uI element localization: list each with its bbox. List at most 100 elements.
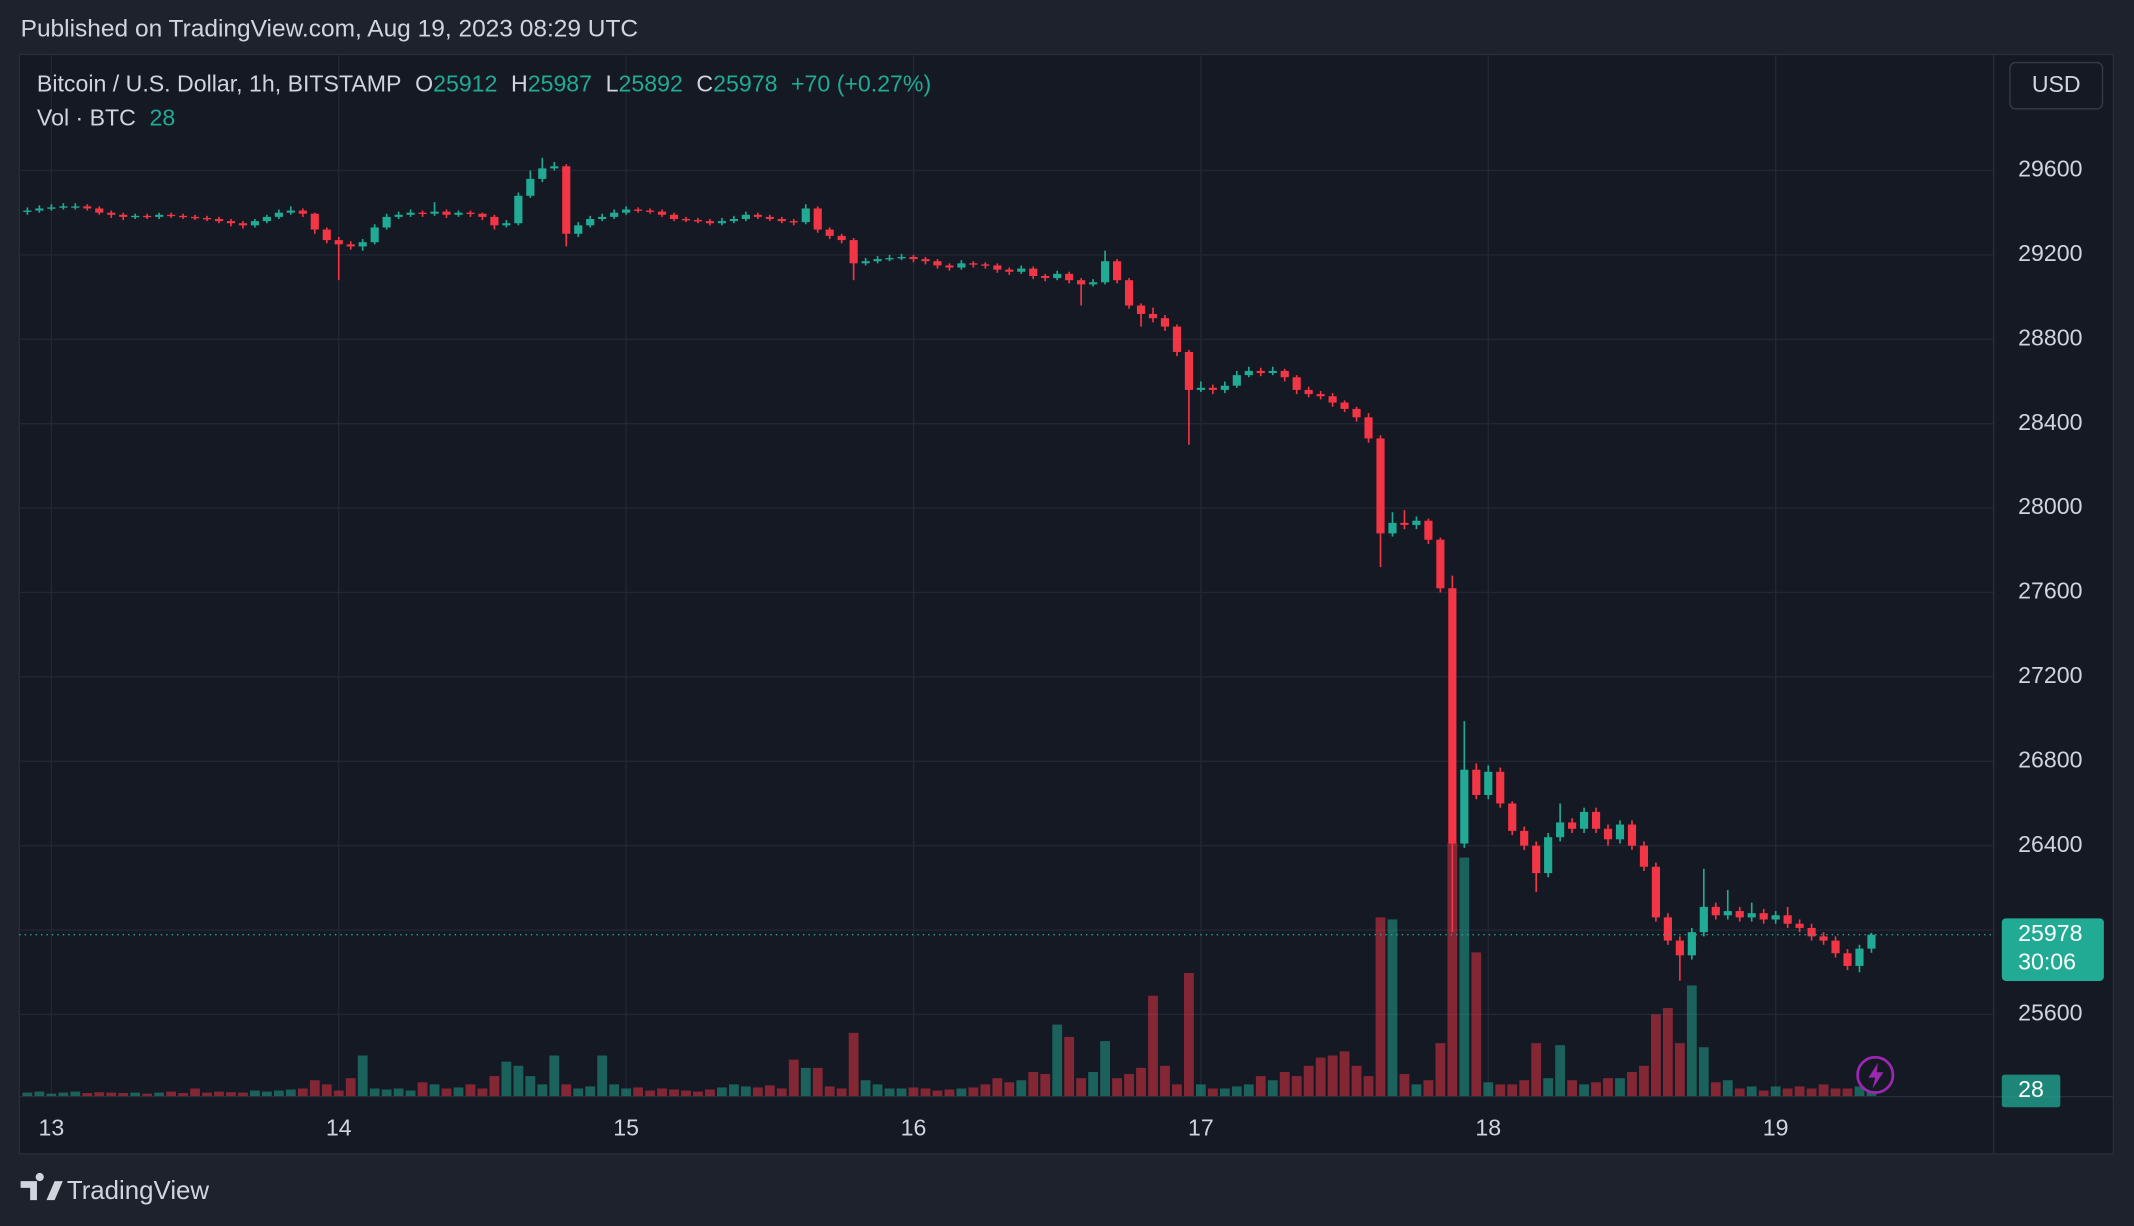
volume-bar: [848, 1032, 859, 1097]
candle-body: [981, 264, 990, 266]
currency-button[interactable]: [2009, 61, 2104, 110]
candle-body: [801, 208, 810, 223]
candle-body: [1029, 268, 1038, 276]
candle-body: [1723, 911, 1732, 916]
volume-bar: [621, 1088, 632, 1097]
volume-bar: [250, 1090, 260, 1097]
candle-body: [370, 227, 379, 243]
candle-body: [202, 217, 212, 220]
axes: 2560026000264002680027200276002800028400…: [38, 156, 2104, 1140]
volume-bar: [1639, 1065, 1649, 1097]
ohlc-label: H: [511, 71, 528, 97]
volume-bar: [1710, 1082, 1721, 1097]
volume-legend: Vol · BTC 28: [37, 105, 175, 131]
volume-bar: [345, 1078, 356, 1097]
candle-body: [1220, 385, 1229, 390]
volume-bar: [1483, 1082, 1494, 1097]
volume-bar: [1399, 1074, 1410, 1097]
volume-bar: [1459, 857, 1470, 1097]
y-tick-label: 29600: [2018, 156, 2082, 182]
volume-bar: [238, 1092, 248, 1097]
last-price-label: 25978: [2018, 920, 2082, 946]
candle-body: [1448, 588, 1457, 844]
candle-body: [1136, 305, 1146, 314]
candle-body: [298, 210, 307, 214]
volume-bar: [824, 1086, 835, 1097]
candle-body: [622, 209, 631, 213]
candle-body: [1783, 915, 1792, 924]
candle-body: [1687, 932, 1696, 956]
candle-body: [1867, 934, 1876, 949]
candle-body: [1532, 845, 1541, 874]
candle-body: [897, 256, 906, 259]
candle-body: [741, 214, 750, 220]
volume-bar: [1746, 1086, 1757, 1097]
legend-row: Bitcoin / U.S. Dollar, 1h, BITSTAMP O2591…: [37, 71, 931, 97]
candle-body: [1184, 351, 1194, 390]
volume-bar: [1866, 1090, 1877, 1097]
currency-label[interactable]: USD: [2032, 71, 2081, 97]
candle-body: [1819, 936, 1828, 941]
candle-body: [346, 244, 355, 247]
candle-body: [789, 221, 798, 223]
symbol-title: Bitcoin / U.S. Dollar, 1h, BITSTAMP: [37, 71, 402, 97]
volume-bar: [1387, 919, 1398, 1097]
candle-body: [825, 229, 834, 236]
volume-bar: [1674, 1043, 1685, 1097]
volume-bar: [992, 1078, 1003, 1097]
published-note: Published on TradingView.com, Aug 19, 20…: [21, 15, 639, 42]
volume-bar: [1758, 1090, 1769, 1097]
candle-body: [1508, 803, 1517, 831]
volume-bar: [525, 1076, 536, 1097]
volume-bar: [944, 1089, 955, 1097]
volume-bar: [106, 1092, 117, 1097]
volume-bar: [1842, 1088, 1853, 1097]
candle-body: [1376, 438, 1385, 534]
candle-body: [753, 214, 762, 217]
volume-bar: [513, 1065, 524, 1097]
volume-bar: [333, 1090, 344, 1097]
volume-bar: [1603, 1078, 1613, 1097]
candle-body: [1735, 911, 1744, 918]
candle-body: [1496, 771, 1505, 804]
x-tick-label: 15: [613, 1114, 639, 1140]
volume-bar: [82, 1093, 93, 1097]
candle-body: [861, 261, 870, 264]
volume-bar: [1447, 843, 1458, 1097]
volume-bar: [1339, 1051, 1350, 1097]
price-pane: [19, 157, 1994, 981]
volume-bar: [549, 1055, 560, 1097]
candle-body: [1280, 370, 1289, 378]
y-tick-label: 28000: [2018, 493, 2082, 519]
volume-bar: [800, 1067, 811, 1097]
candle-body: [1041, 275, 1050, 279]
volume-bar: [920, 1088, 931, 1097]
volume-bar: [1088, 1071, 1099, 1097]
candle-body: [1268, 370, 1277, 374]
candle-body: [729, 219, 738, 222]
candle-body: [813, 208, 822, 230]
volume-bar: [1327, 1055, 1338, 1097]
y-tick-label: 26400: [2018, 831, 2082, 857]
candle-body: [394, 214, 403, 217]
volume-bar: [393, 1088, 404, 1097]
candle-body: [1292, 377, 1301, 390]
volume-pane: [22, 843, 1877, 1097]
volume-title: Vol · BTC: [37, 105, 136, 131]
volume-bar: [728, 1084, 739, 1097]
ohlc-label: O: [415, 71, 433, 97]
candle-body: [274, 212, 283, 217]
candle-body: [1568, 822, 1577, 829]
candle-body: [765, 216, 774, 220]
volume-bar: [1363, 1076, 1374, 1097]
volume-bar: [297, 1088, 308, 1097]
candle-body: [143, 215, 152, 218]
volume-bar: [1351, 1065, 1362, 1097]
volume-bar: [166, 1091, 177, 1097]
candle-body: [1544, 837, 1553, 874]
x-tick-label: 18: [1475, 1114, 1501, 1140]
alert-icon[interactable]: [1856, 1055, 1895, 1095]
volume-bar: [1615, 1078, 1625, 1097]
volume-bar: [1579, 1084, 1589, 1097]
volume-bar: [94, 1092, 105, 1097]
